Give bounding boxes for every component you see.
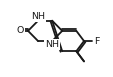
Text: NH: NH (31, 12, 45, 21)
Text: NH: NH (45, 40, 59, 49)
Text: O: O (16, 26, 24, 35)
Text: F: F (93, 37, 98, 46)
